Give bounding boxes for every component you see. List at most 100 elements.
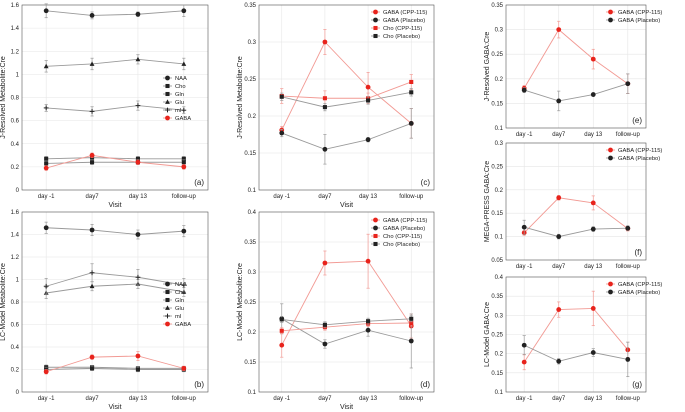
y-tick-label: 0.15 xyxy=(244,360,256,366)
panel-label: (a) xyxy=(194,178,204,187)
legend: NAA Cho Gln Glu mI GABA xyxy=(163,281,191,328)
panel-label: (d) xyxy=(420,380,430,389)
y-tick-label: 0.1 xyxy=(248,390,257,396)
legend-label: Glu xyxy=(175,306,184,312)
data-point xyxy=(135,156,140,161)
series-mi xyxy=(43,100,187,117)
data-point xyxy=(408,121,414,126)
legend-marker xyxy=(165,305,170,310)
y-tick-label: 1.6 xyxy=(11,3,20,9)
series-line xyxy=(281,260,412,346)
series-line xyxy=(46,58,184,67)
y-tick-label: 0.4 xyxy=(11,142,20,148)
y-tick-label: 0.2 xyxy=(11,368,20,374)
x-tick-label: follow-up xyxy=(399,194,424,200)
data-point xyxy=(43,105,49,111)
legend-marker xyxy=(373,9,378,15)
data-point xyxy=(408,338,414,344)
y-tick-label: 0.8 xyxy=(11,300,20,306)
legend-label: Glu xyxy=(175,100,184,106)
x-tick-label: follow-up xyxy=(616,396,641,402)
legend-marker xyxy=(373,33,378,39)
y-tick-label: 0.1 xyxy=(248,188,257,194)
y-tick-label: 0.25 xyxy=(491,333,503,339)
data-point xyxy=(89,108,95,114)
y-tick-label: 0.3 xyxy=(495,313,504,319)
x-tick-label: day 13 xyxy=(584,132,603,138)
data-point xyxy=(625,225,631,231)
legend-label: GABA (Placebo) xyxy=(383,226,425,232)
legend-marker xyxy=(608,17,613,23)
data-point xyxy=(365,327,371,333)
plot-frame xyxy=(258,4,435,191)
y-axis-label: J-Resolved Metabolite:Cre xyxy=(237,56,244,139)
legend-marker xyxy=(165,297,170,303)
data-point xyxy=(89,270,95,276)
legend-marker xyxy=(373,25,378,31)
data-point xyxy=(556,234,562,240)
data-point xyxy=(556,195,562,201)
plot-frame xyxy=(505,276,647,393)
y-tick-label: 0.1 xyxy=(495,235,504,241)
series-line xyxy=(281,318,412,345)
x-tick-label: day -1 xyxy=(516,132,533,138)
legend-marker xyxy=(608,281,613,287)
series-gaba-cpp-115- xyxy=(521,290,631,371)
y-axis-label: J-Resolved GABA:Cre xyxy=(484,32,491,102)
x-axis-label: Visit xyxy=(108,202,121,209)
legend-marker xyxy=(165,115,170,121)
series-line xyxy=(46,366,184,369)
y-tick-label: 0.8 xyxy=(11,96,20,102)
y-tick-label: 0.15 xyxy=(244,151,256,157)
chart-panel-d: 0.1 0.15 0.2 0.25 0.3 0.35 0.4 day -1 day7 day 13… xyxy=(237,210,435,411)
data-point xyxy=(135,103,141,108)
data-point xyxy=(556,98,562,104)
series-line xyxy=(524,83,628,102)
series-cho-placebo- xyxy=(279,88,414,112)
y-tick-label: 1 xyxy=(16,278,20,284)
y-tick-label: 1.2 xyxy=(11,49,20,55)
chart-panel-g: 0.1 0.15 0.2 0.25 0.3 0.35 0.4 day -1 day7 day 13… xyxy=(484,275,662,402)
data-point xyxy=(625,357,631,362)
series-mi xyxy=(43,263,187,295)
y-tick-label: 0.3 xyxy=(495,28,504,34)
x-tick-label: follow-up xyxy=(172,396,197,402)
series-line xyxy=(46,157,184,160)
y-tick-label: 0.25 xyxy=(244,77,256,83)
legend-marker xyxy=(165,91,170,97)
legend-marker xyxy=(165,75,170,81)
legend: GABA (CPP-115) GABA (Placebo) Cho (CPP-115… xyxy=(371,9,427,40)
data-point xyxy=(409,316,414,321)
data-point xyxy=(89,61,95,66)
data-point xyxy=(521,342,527,348)
legend-label: Cho xyxy=(175,84,186,90)
chart-panel-e: 0.1 0.15 0.2 0.25 0.3 0.35 day -1 day7 day 13 fol… xyxy=(484,3,662,138)
x-tick-label: day -1 xyxy=(516,396,533,402)
data-point xyxy=(279,328,284,333)
x-tick-label: day7 xyxy=(86,194,100,200)
chart-panel-f: 0.05 0.1 0.15 0.2 0.25 0.3 day -1 day7 day 13 fol… xyxy=(484,141,662,270)
data-point xyxy=(521,224,527,230)
data-point xyxy=(556,358,562,364)
y-tick-label: 0.25 xyxy=(244,300,256,306)
y-tick-label: 0.2 xyxy=(248,114,257,120)
legend-label: GABA (Placebo) xyxy=(618,290,660,296)
y-tick-label: 0.2 xyxy=(248,330,257,336)
series-line xyxy=(281,41,412,131)
data-point xyxy=(44,161,49,166)
x-tick-label: day 13 xyxy=(584,264,603,270)
y-tick-label: 0.3 xyxy=(248,40,257,46)
y-tick-label: 0.1 xyxy=(495,126,504,132)
data-point xyxy=(135,232,141,237)
legend-marker xyxy=(373,217,378,223)
x-tick-label: day 13 xyxy=(584,396,603,402)
data-point xyxy=(135,367,140,372)
y-axis-label: LC-Model GABA:Cre xyxy=(484,302,491,367)
y-tick-label: 0.2 xyxy=(495,188,504,194)
legend-marker xyxy=(165,321,170,327)
data-point xyxy=(279,130,285,136)
legend-label: GABA xyxy=(175,116,191,122)
panel-label: (b) xyxy=(194,380,204,389)
y-tick-label: 0.35 xyxy=(244,240,256,246)
data-point xyxy=(89,13,95,18)
